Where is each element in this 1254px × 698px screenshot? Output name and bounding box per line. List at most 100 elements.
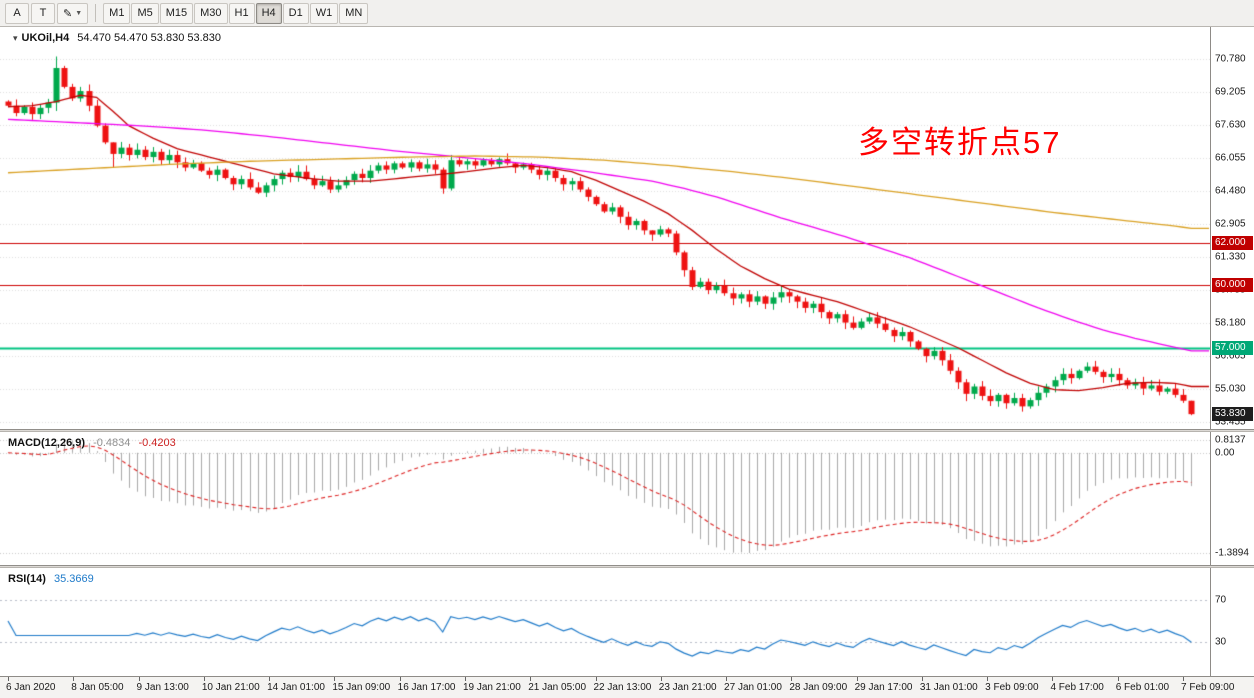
timeframe-button-group: M1 M5 M15 M30 H1 H4 D1 W1 MN bbox=[103, 2, 369, 24]
price-tick-label: 53.455 bbox=[1215, 416, 1246, 428]
text-annotation[interactable]: 多空转折点57 bbox=[858, 125, 1062, 160]
time-tick-mark bbox=[73, 677, 75, 681]
time-label: 16 Jan 17:00 bbox=[397, 682, 456, 693]
macd-signal-value: -0.4203 bbox=[138, 437, 176, 449]
rsi-canvas[interactable] bbox=[0, 568, 1210, 674]
time-tick-mark bbox=[8, 677, 9, 681]
chart-title: ▾ UKOil,H4 54.470 54.470 53.830 53.830 bbox=[8, 32, 221, 44]
time-label: 6 Feb 01:00 bbox=[1115, 682, 1170, 693]
time-label: 31 Jan 01:00 bbox=[919, 682, 978, 693]
time-label: 23 Jan 21:00 bbox=[658, 682, 717, 693]
time-label: 14 Jan 01:00 bbox=[267, 682, 325, 693]
time-tick-mark bbox=[726, 677, 728, 681]
timeframe-button-w1[interactable]: W1 bbox=[309, 2, 339, 24]
price-flag-62.000: 62.000 bbox=[1212, 235, 1253, 250]
price-axis[interactable]: 70.780 69.205 67.630 66.055 64.480 62.905 61.3… bbox=[1210, 27, 1254, 429]
rsi-panel: RSI(14) 35.3669 70 30 bbox=[0, 568, 1254, 676]
time-label: 9 Jan 13:00 bbox=[136, 682, 189, 693]
time-tick-mark bbox=[1052, 677, 1054, 681]
price-tick-label: 70.780 bbox=[1215, 53, 1246, 65]
ohlc-values: 54.470 54.470 53.830 53.830 bbox=[77, 32, 222, 44]
time-label: 15 Jan 09:00 bbox=[332, 682, 391, 693]
price-tick-label: 69.205 bbox=[1215, 86, 1246, 98]
time-label: 8 Jan 05:00 bbox=[71, 682, 124, 693]
time-tick-mark bbox=[856, 677, 858, 681]
time-tick-mark bbox=[595, 677, 597, 681]
rsi-level-label: 30 bbox=[1215, 636, 1227, 648]
symbol-period-label: UKOil,H4 bbox=[21, 32, 70, 44]
toolbar-separator bbox=[95, 4, 97, 22]
timeframe-button-m30[interactable]: M30 bbox=[194, 2, 228, 24]
timeframe-button-m1[interactable]: M1 bbox=[103, 2, 131, 24]
rsi-value: 35.3669 bbox=[53, 573, 94, 585]
time-label: 7 Feb 09:00 bbox=[1181, 682, 1235, 693]
price-tick-label: 64.480 bbox=[1215, 185, 1246, 197]
time-label: 21 Jan 05:00 bbox=[528, 682, 587, 693]
time-label: 6 Jan 2020 bbox=[6, 682, 56, 693]
rsi-axis[interactable]: 70 30 bbox=[1210, 568, 1254, 676]
toolbar: A T ✎ ▼ M1 M5 M15 M30 H1 H4 D1 W1 MN bbox=[0, 0, 1254, 27]
macd-axis-label: 0.00 bbox=[1215, 447, 1235, 459]
time-axis[interactable]: 6 Jan 2020 8 Jan 05:00 9 Jan 13:00 10 Jan 2… bbox=[0, 676, 1254, 698]
price-tick-label: 67.630 bbox=[1215, 119, 1246, 131]
time-label: 27 Jan 01:00 bbox=[724, 682, 782, 693]
time-tick-mark bbox=[791, 677, 793, 681]
timeframe-button-m5[interactable]: M5 bbox=[131, 2, 159, 24]
panel-splitter-rsi[interactable] bbox=[0, 565, 1254, 568]
rsi-label: RSI(14) 35.3669 bbox=[8, 573, 94, 585]
time-label: 3 Feb 09:00 bbox=[985, 682, 1039, 693]
time-label: 4 Feb 17:00 bbox=[1050, 682, 1104, 693]
time-tick-mark bbox=[203, 677, 205, 681]
time-label: 10 Jan 21:00 bbox=[201, 682, 260, 693]
pencil-icon: ✎ bbox=[63, 7, 73, 20]
text-tool-button[interactable]: T bbox=[31, 2, 55, 24]
price-tick-label: 61.330 bbox=[1215, 251, 1246, 263]
time-label: 28 Jan 09:00 bbox=[789, 682, 848, 693]
time-label: 22 Jan 13:00 bbox=[593, 682, 652, 693]
time-tick-mark bbox=[660, 677, 662, 681]
time-tick-mark bbox=[1183, 677, 1184, 681]
macd-axis-label: 0.8137 bbox=[1215, 434, 1246, 446]
price-tick-label: 62.905 bbox=[1215, 218, 1246, 230]
macd-label: MACD(12,26,9) -0.4834 -0.4203 bbox=[8, 437, 176, 449]
price-flag-60.000: 60.000 bbox=[1212, 277, 1253, 292]
time-tick-mark bbox=[530, 677, 532, 681]
timeframe-button-mn[interactable]: MN bbox=[339, 2, 369, 24]
timeframe-button-h4[interactable]: H4 bbox=[255, 2, 282, 24]
rsi-name: RSI(14) bbox=[8, 573, 46, 585]
macd-panel: MACD(12,26,9) -0.4834 -0.4203 0.8137 0.00… bbox=[0, 432, 1254, 565]
time-tick-mark bbox=[138, 677, 140, 681]
timeframe-button-m15[interactable]: M15 bbox=[159, 2, 194, 24]
macd-main-value: -0.4834 bbox=[93, 437, 131, 449]
timeframe-button-d1[interactable]: D1 bbox=[282, 2, 309, 24]
main-chart-canvas[interactable] bbox=[0, 27, 1210, 429]
macd-canvas[interactable] bbox=[0, 432, 1210, 561]
time-tick-mark bbox=[334, 677, 336, 681]
cursor-tool-button[interactable]: A bbox=[5, 2, 29, 24]
macd-axis-label: -1.3894 bbox=[1215, 547, 1249, 559]
price-flag-57.000: 57.000 bbox=[1212, 340, 1253, 355]
main-price-panel: ▾ UKOil,H4 54.470 54.470 53.830 53.830 多空… bbox=[0, 27, 1254, 429]
price-flag-53.830: 53.830 bbox=[1212, 407, 1253, 422]
chevron-down-icon: ▼ bbox=[75, 9, 83, 17]
time-tick-mark bbox=[1117, 677, 1119, 681]
time-tick-mark bbox=[269, 677, 271, 681]
price-tick-label: 66.055 bbox=[1215, 152, 1246, 164]
price-tick-label: 58.180 bbox=[1215, 317, 1246, 329]
macd-name: MACD(12,26,9) bbox=[8, 437, 86, 449]
timeframe-button-h1[interactable]: H1 bbox=[228, 2, 255, 24]
collapse-panel-icon[interactable]: ▾ bbox=[13, 33, 18, 43]
time-label: 29 Jan 17:00 bbox=[854, 682, 913, 693]
macd-axis[interactable]: 0.8137 0.00 -1.3894 bbox=[1210, 432, 1254, 565]
time-label: 19 Jan 21:00 bbox=[462, 682, 521, 693]
time-tick-mark bbox=[399, 677, 401, 681]
time-tick-mark bbox=[464, 677, 466, 681]
rsi-level-label: 70 bbox=[1215, 594, 1227, 606]
price-tick-label: 56.605 bbox=[1215, 350, 1246, 362]
chart-window: ▾ UKOil,H4 54.470 54.470 53.830 53.830 多空… bbox=[0, 27, 1254, 698]
draw-tool-button[interactable]: ✎ ▼ bbox=[57, 2, 89, 24]
time-tick-mark bbox=[987, 677, 989, 681]
price-tick-label: 55.030 bbox=[1215, 383, 1246, 395]
panel-splitter-macd[interactable] bbox=[0, 429, 1254, 432]
time-tick-mark bbox=[921, 677, 923, 681]
